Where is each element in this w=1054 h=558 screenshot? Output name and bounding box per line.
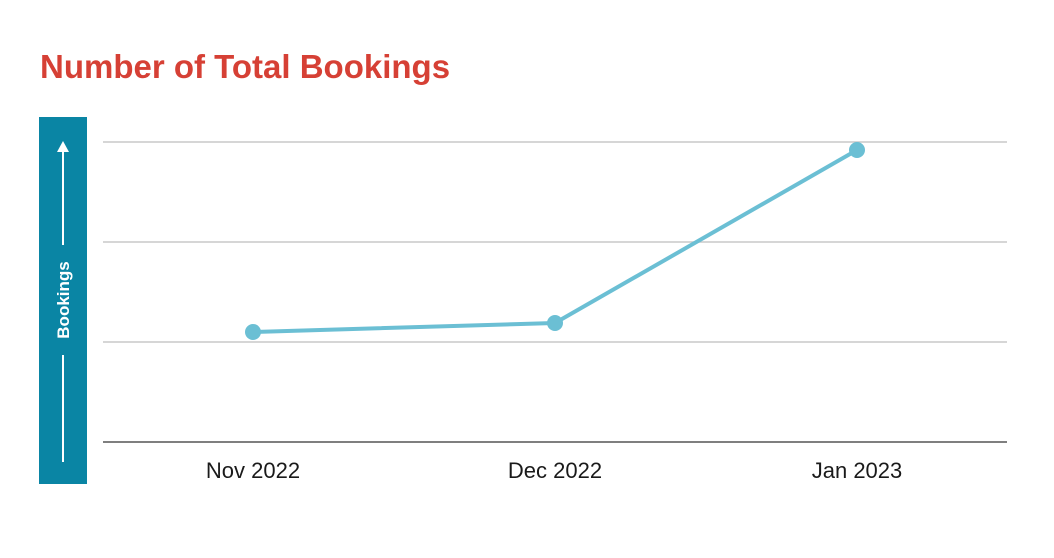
up-arrow-icon (57, 141, 69, 152)
x-tick-label: Nov 2022 (206, 458, 300, 483)
x-tick-label: Dec 2022 (508, 458, 602, 483)
data-point (849, 142, 865, 158)
data-point (245, 324, 261, 340)
series-line (251, 148, 859, 334)
y-axis-label: Bookings (54, 261, 73, 338)
data-point (547, 315, 563, 331)
chart-title: Number of Total Bookings (40, 48, 451, 85)
x-tick-label: Jan 2023 (812, 458, 903, 483)
